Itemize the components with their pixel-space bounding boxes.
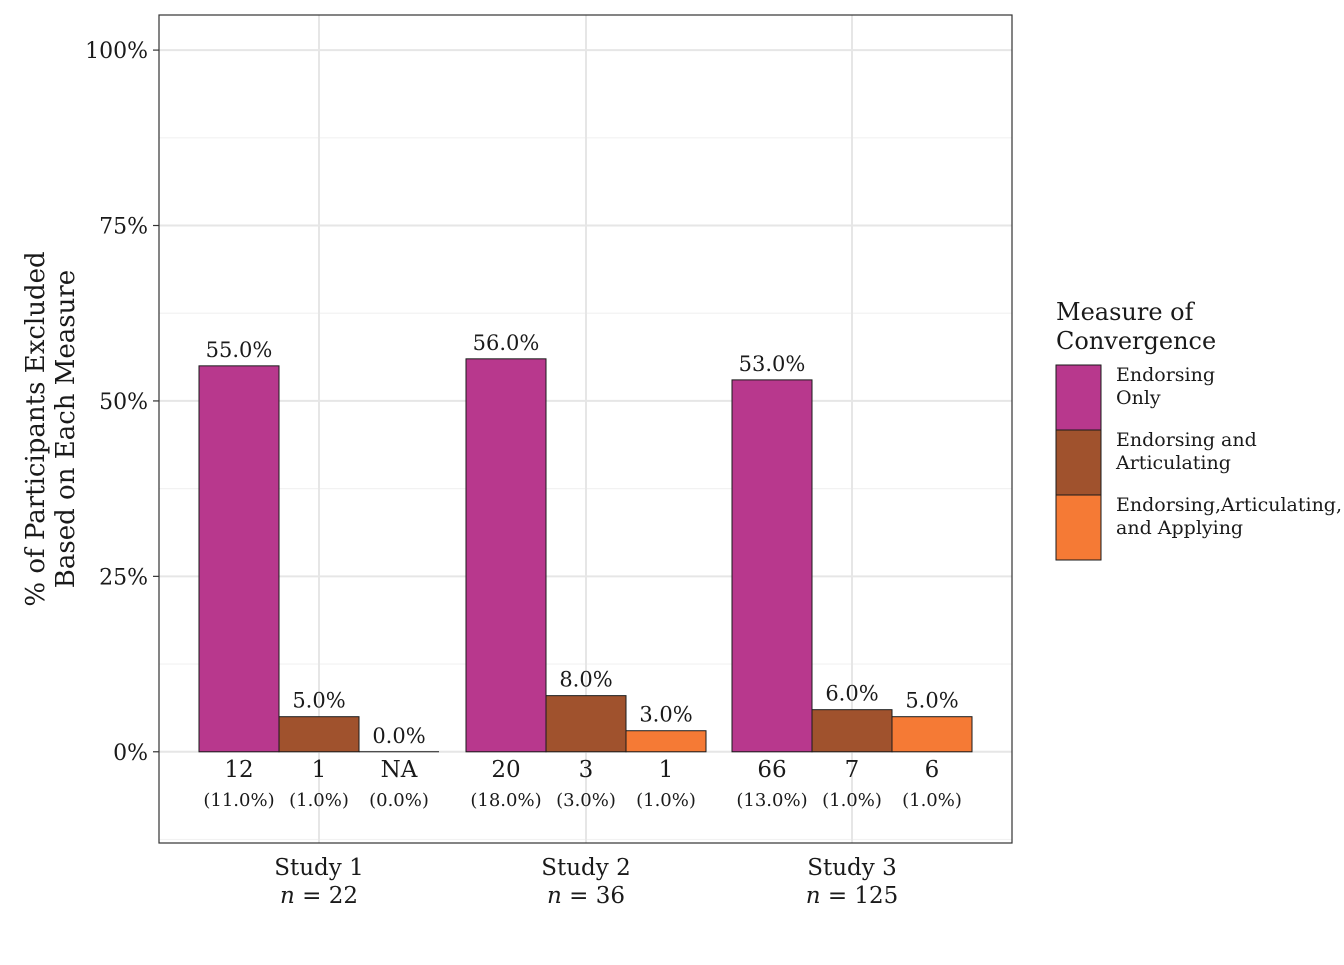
bar-percent-label: (1.0%) [289,790,349,811]
y-tick-label: 25% [99,565,148,590]
bar-study2-1 [465,358,547,753]
y-axis-title: Based on Each Measure [51,270,81,588]
sample-size-symbol: n [280,883,295,909]
bar-count-label: 1 [312,757,327,783]
x-tick-label: Study 2 [541,855,630,881]
legend-label: Endorsing,Articulating, [1116,494,1342,516]
y-tick-label: 100% [85,39,148,64]
bar-value-label: 5.0% [905,689,958,713]
legend-label: Only [1116,387,1161,409]
sample-size-value: = 125 [821,883,899,909]
bars [198,358,973,753]
sample-size-value: = 36 [562,883,625,909]
bar-study2-2 [545,695,627,753]
bar-percent-label: (13.0%) [736,790,807,811]
bar-value-label: 3.0% [639,703,692,727]
x-tick-label: Study 1 [274,855,363,881]
bar-value-label: 55.0% [206,338,273,362]
bar-value-label: 53.0% [739,352,806,376]
bar-value-label: 56.0% [473,331,540,355]
sample-size-value: = 22 [295,883,358,909]
bar-percent-label: (1.0%) [822,790,882,811]
legend-label: Endorsing and [1116,429,1257,451]
grid-lines [159,15,1012,843]
bar-count-label: 20 [491,757,520,783]
bar-count-label: 66 [757,757,786,783]
bar-value-label: 8.0% [559,668,612,692]
y-axis-title: % of Participants Excluded [21,251,51,606]
bar-count-label: 1 [659,757,674,783]
x-tick-sample-size: n = 36 [547,883,625,909]
bar-count-label: NA [381,757,418,783]
y-tick-label: 0% [113,741,148,766]
bar-study3-1 [731,379,813,753]
legend-label: Articulating [1115,452,1231,474]
bar-study1-2 [278,716,360,753]
bar-percent-label: (1.0%) [902,790,962,811]
bar-value-label: 5.0% [292,689,345,713]
bar-count-label: 3 [579,757,594,783]
bar-study2-3 [625,730,707,753]
plot-border [158,14,1013,844]
bar-study1-1 [198,365,280,753]
bar-labels: 55.0% 12 (11.0%) 5.0% 1 (1.0%) 0.0% NA (0.0%) 56.… [203,331,962,811]
bar-percent-label: (0.0%) [369,790,429,811]
bar-percent-label: (1.0%) [636,790,696,811]
bar-count-label: 7 [845,757,860,783]
bar-value-label: 0.0% [372,724,425,748]
legend-key-3 [1055,494,1102,561]
legend-title: Measure of [1056,298,1196,326]
y-tick-label: 75% [99,215,148,240]
x-tick-sample-size: n = 125 [806,883,899,909]
legend-label: Endorsing [1116,364,1215,386]
bar-percent-label: (11.0%) [203,790,274,811]
bar-percent-label: (18.0%) [470,790,541,811]
sample-size-symbol: n [547,883,562,909]
legend-title: Convergence [1056,327,1216,355]
legend-key-1 [1055,364,1102,431]
bar-study3-2 [811,709,893,753]
legend-key-2 [1055,429,1102,496]
y-tick-label: 50% [99,390,148,415]
bar-count-label: 12 [224,757,253,783]
sample-size-symbol: n [806,883,821,909]
bar-value-label: 6.0% [825,682,878,706]
x-tick-label: Study 3 [807,855,896,881]
x-tick-sample-size: n = 22 [280,883,358,909]
bar-count-label: 6 [925,757,940,783]
bar-percent-label: (3.0%) [556,790,616,811]
legend-label: and Applying [1116,517,1243,539]
bar-study3-3 [891,716,973,753]
